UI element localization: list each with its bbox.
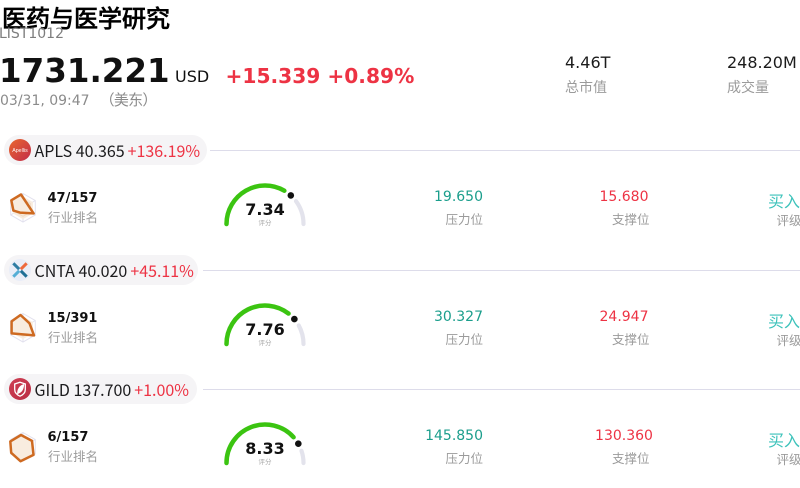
svg-text:Apellis: Apellis	[12, 148, 28, 154]
